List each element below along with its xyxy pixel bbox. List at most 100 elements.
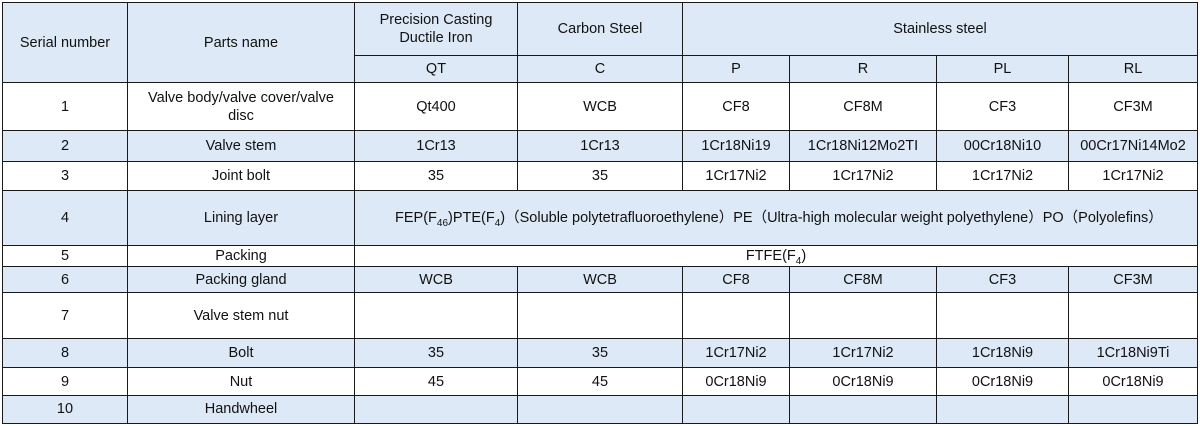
material-cell-rl: 00Cr17Ni14Mo2 (1068, 130, 1198, 162)
packing-sub: 4 (795, 255, 802, 267)
material-cell-rl (1068, 292, 1198, 340)
material-cell-r: CF8M (789, 82, 937, 132)
part-name-cell: Packing (127, 244, 355, 268)
part-name-cell: Joint bolt (127, 160, 355, 192)
material-cell-rl: 1Cr17Ni2 (1068, 160, 1198, 192)
material-cell-rl: CF3M (1068, 266, 1198, 294)
packing-material-cell: FTFE(F4) (354, 244, 1198, 268)
material-cell-p: CF8 (682, 266, 790, 294)
material-cell-c: 35 (517, 160, 683, 192)
header-stainless-steel: Stainless steel (682, 1, 1198, 57)
material-cell-p (682, 292, 790, 340)
table-row: 2 Valve stem 1Cr13 1Cr13 1Cr18Ni19 1Cr18Ni12M… (2, 130, 1198, 162)
material-cell-r: 1Cr17Ni2 (789, 160, 937, 192)
material-cell-r (789, 394, 937, 425)
code-p: P (682, 55, 790, 84)
header-serial-number: Serial number (2, 1, 128, 84)
material-cell-qt: 35 (354, 338, 518, 369)
material-cell-pl: 00Cr18Ni10 (936, 130, 1069, 162)
material-cell-rl: 0Cr18Ni9 (1068, 367, 1198, 396)
code-r: R (789, 55, 937, 84)
part-name-cell: Valve body/valve cover/valve disc (127, 82, 355, 132)
material-cell-qt: 35 (354, 160, 518, 192)
material-cell-qt: 45 (354, 367, 518, 396)
material-cell-p: 1Cr17Ni2 (682, 338, 790, 369)
material-cell-r: CF8M (789, 266, 937, 294)
packing-text: FTFE(F (745, 247, 796, 264)
part-name-cell: Nut (127, 367, 355, 396)
serial-number-cell: 5 (2, 244, 128, 268)
table-row: 8 Bolt 35 35 1Cr17Ni2 1Cr17Ni2 1Cr18Ni9 1Cr18Ni… (2, 338, 1198, 369)
part-name-cell: Lining layer (127, 190, 355, 246)
material-cell-pl: CF3 (936, 82, 1069, 132)
material-cell-c: 35 (517, 338, 683, 369)
material-cell-r: 1Cr18Ni12Mo2TI (789, 130, 937, 162)
part-name-cell: Handwheel (127, 394, 355, 425)
material-cell-qt (354, 394, 518, 425)
material-cell-p: 1Cr17Ni2 (682, 160, 790, 192)
packing-close: ) (801, 247, 807, 264)
material-cell-rl (1068, 394, 1198, 425)
serial-number-cell: 4 (2, 190, 128, 246)
material-cell-qt: Qt400 (354, 82, 518, 132)
lining-material-cell: FEP(F46)PTE(F4)（Soluble polytetrafluoroe… (354, 190, 1198, 246)
table-row: 9 Nut 45 45 0Cr18Ni9 0Cr18Ni9 0Cr18Ni9 0Cr18Ni9 (2, 367, 1198, 396)
material-cell-p: 1Cr18Ni19 (682, 130, 790, 162)
serial-number-cell: 9 (2, 367, 128, 396)
material-cell-r (789, 292, 937, 340)
table-row: 3 Joint bolt 35 35 1Cr17Ni2 1Cr17Ni2 1Cr17Ni2 1… (2, 160, 1198, 192)
lining-fep: FEP(F (395, 209, 437, 226)
table-row: 10 Handwheel (2, 394, 1198, 425)
lining-rest: )（Soluble polytetrafluoroethylene）PE（Ult… (500, 209, 1163, 226)
lining-ptfe: )PTE(F (448, 209, 495, 226)
table-row: 5 Packing FTFE(F4) (2, 244, 1198, 268)
material-cell-pl (936, 292, 1069, 340)
serial-number-cell: 7 (2, 292, 128, 340)
code-rl: RL (1068, 55, 1198, 84)
material-cell-p: 0Cr18Ni9 (682, 367, 790, 396)
material-cell-p (682, 394, 790, 425)
material-cell-pl: CF3 (936, 266, 1069, 294)
header-row: Serial number Parts name Precision Casti… (2, 1, 1198, 84)
material-cell-qt: 1Cr13 (354, 130, 518, 162)
serial-number-cell: 6 (2, 266, 128, 294)
header-code-row: QT C P R PL RL (3, 55, 1198, 84)
code-qt: QT (354, 55, 518, 84)
material-cell-c: WCB (517, 82, 683, 132)
table-row: 7 Valve stem nut (2, 292, 1198, 340)
material-cell-pl: 1Cr17Ni2 (936, 160, 1069, 192)
material-cell-qt (354, 292, 518, 340)
material-cell-c: 1Cr13 (517, 130, 683, 162)
material-cell-pl: 0Cr18Ni9 (936, 367, 1069, 396)
serial-number-cell: 2 (2, 130, 128, 162)
material-cell-c: WCB (517, 266, 683, 294)
header-carbon-steel: Carbon Steel (517, 1, 683, 57)
material-cell-c (517, 292, 683, 340)
material-cell-rl: 1Cr18Ni9Ti (1068, 338, 1198, 369)
header-parts-name: Parts name (127, 1, 355, 84)
part-name-cell: Packing gland (127, 266, 355, 294)
serial-number-cell: 3 (2, 160, 128, 192)
lining-fep-sub: 46 (436, 217, 449, 229)
table-row: 1 Valve body/valve cover/valve disc Qt400 W… (2, 82, 1198, 132)
table-row: 6 Packing gland WCB WCB CF8 CF8M CF3 CF3M (2, 266, 1198, 294)
serial-number-cell: 1 (2, 82, 128, 132)
material-cell-pl: 1Cr18Ni9 (936, 338, 1069, 369)
table-row: 4 Lining layer FEP(F46)PTE(F4)（Soluble pol… (2, 190, 1198, 246)
lining-ptfe-sub: 4 (494, 217, 501, 229)
part-name-cell: Valve stem (127, 130, 355, 162)
part-name-cell: Bolt (127, 338, 355, 369)
code-pl: PL (936, 55, 1069, 84)
material-cell-qt: WCB (354, 266, 518, 294)
part-name-cell: Valve stem nut (127, 292, 355, 340)
material-cell-c (517, 394, 683, 425)
material-cell-p: CF8 (682, 82, 790, 132)
material-cell-rl: CF3M (1068, 82, 1198, 132)
material-cell-r: 0Cr18Ni9 (789, 367, 937, 396)
material-cell-r: 1Cr17Ni2 (789, 338, 937, 369)
serial-number-cell: 10 (2, 394, 128, 425)
serial-number-cell: 8 (2, 338, 128, 369)
code-c: C (517, 55, 683, 84)
